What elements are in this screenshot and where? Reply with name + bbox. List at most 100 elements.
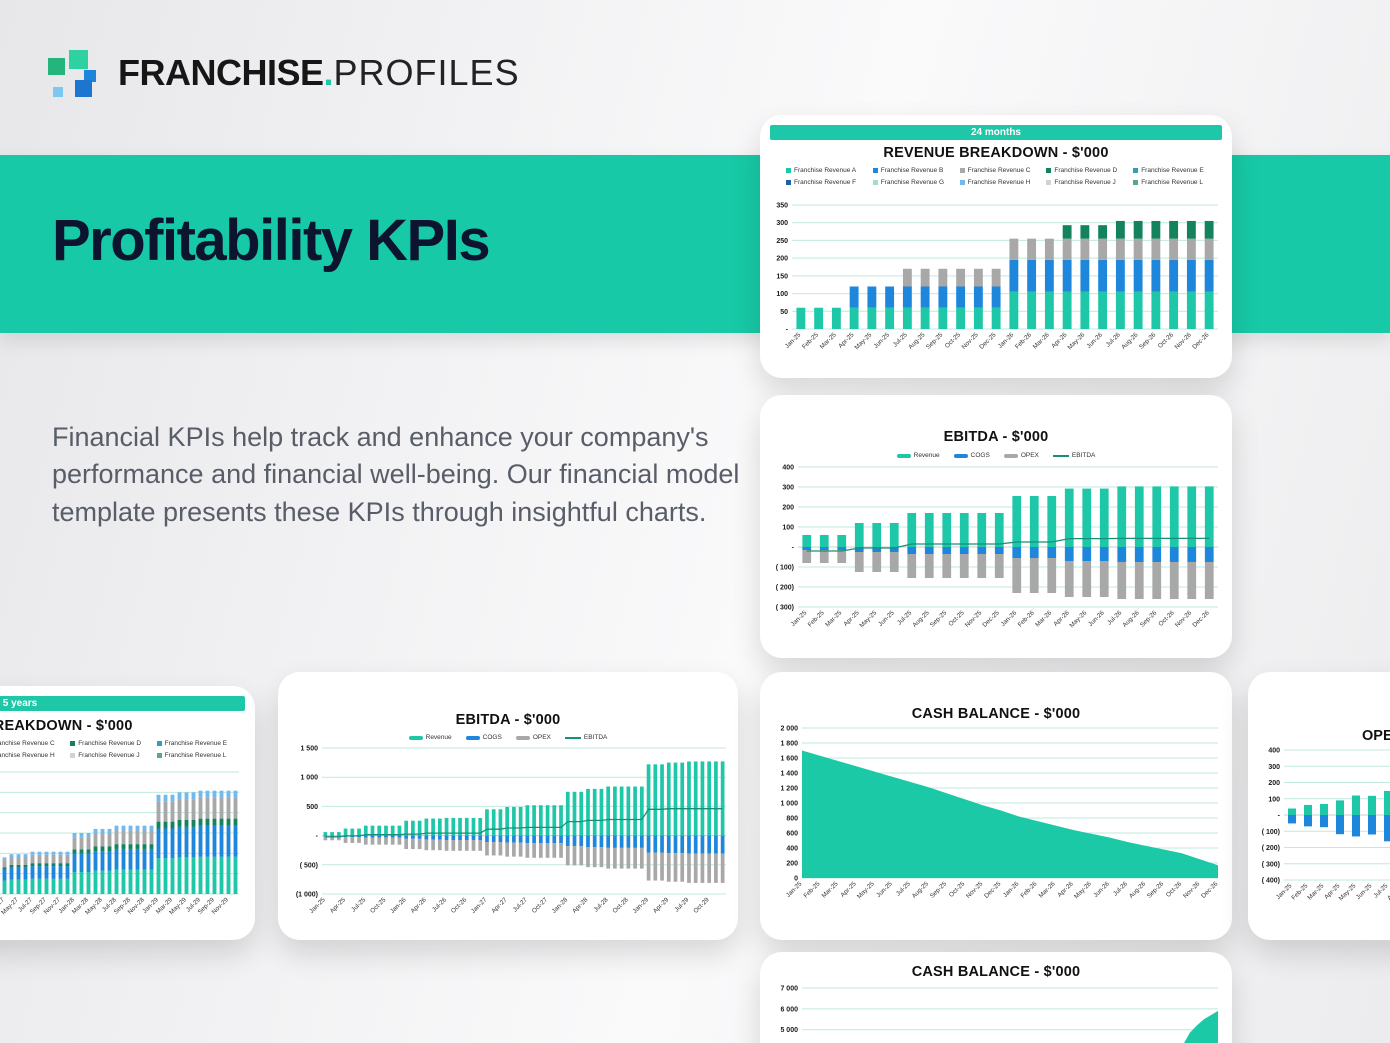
svg-text:500: 500 bbox=[306, 804, 318, 811]
svg-text:-: - bbox=[786, 327, 789, 334]
svg-text:Aug-26: Aug-26 bbox=[1121, 609, 1141, 629]
svg-text:Dec-25: Dec-25 bbox=[983, 880, 1003, 900]
svg-text:Oct-26: Oct-26 bbox=[1157, 609, 1176, 628]
chart-legend: Revenue COGS OPEX EBITDA bbox=[278, 734, 738, 741]
legend-label: OPEX bbox=[532, 734, 551, 741]
svg-text:7 000: 7 000 bbox=[780, 986, 798, 993]
legend-item: Franchise Revenue J bbox=[1046, 179, 1133, 186]
svg-text:200: 200 bbox=[786, 861, 798, 868]
svg-text:250: 250 bbox=[776, 238, 788, 245]
svg-text:-: - bbox=[1278, 813, 1281, 820]
svg-text:Jan-26: Jan-26 bbox=[389, 896, 408, 915]
legend-marker-icon bbox=[515, 735, 530, 740]
legend-item: OPEX bbox=[515, 734, 551, 741]
legend-label: Franchise Revenue C bbox=[967, 167, 1031, 174]
svg-text:( 300): ( 300) bbox=[1262, 861, 1280, 868]
chart-legend: Revenue COGS OPEX EBITDA bbox=[760, 452, 1232, 459]
legend-label: EBITDA bbox=[1071, 452, 1096, 459]
svg-text:Feb-26: Feb-26 bbox=[1017, 609, 1036, 628]
svg-text:150: 150 bbox=[776, 273, 788, 280]
brand-name-light: PROFILES bbox=[333, 52, 520, 93]
svg-text:Sep-25: Sep-25 bbox=[929, 609, 949, 629]
svg-text:Jan-25: Jan-25 bbox=[790, 609, 809, 628]
svg-text:6 000: 6 000 bbox=[780, 1006, 798, 1013]
svg-text:May-25: May-25 bbox=[858, 609, 878, 629]
svg-text:-: - bbox=[316, 833, 319, 840]
svg-text:1 000: 1 000 bbox=[300, 775, 318, 782]
svg-text:( 300): ( 300) bbox=[776, 605, 794, 612]
chart-legend: Franchise Revenue A Franchise Revenue B Fr… bbox=[786, 167, 1220, 186]
ebitda-24m-card: EBITDA - $'000 Revenue COGS OPEX EBITDA 400… bbox=[760, 395, 1232, 658]
legend-marker-icon bbox=[465, 735, 480, 740]
legend-item: Franchise Revenue E bbox=[156, 740, 243, 747]
chart-title: REVENUE BREAKDOWN - $'000 bbox=[883, 145, 1109, 161]
svg-text:Dec-26: Dec-26 bbox=[1191, 609, 1211, 629]
chart-title: EBITDA - $'000 bbox=[455, 712, 561, 728]
svg-text:Apr-28: Apr-28 bbox=[571, 896, 590, 915]
svg-text:200: 200 bbox=[782, 505, 794, 512]
svg-text:Oct-26: Oct-26 bbox=[1157, 331, 1176, 350]
svg-text:Dec-26: Dec-26 bbox=[1200, 880, 1220, 900]
legend-item: Franchise Revenue D bbox=[70, 740, 156, 747]
chart-title: REVENUE BREAKDOWN - $'000 bbox=[0, 718, 133, 734]
legend-label: Franchise Revenue C bbox=[0, 740, 55, 747]
legend-label: Franchise Revenue L bbox=[164, 752, 227, 759]
svg-text:( 200): ( 200) bbox=[776, 585, 794, 592]
svg-text:Jan-26: Jan-26 bbox=[1002, 880, 1021, 899]
revenue-breakdown-24m-chart: 350 300 250 200 150 100 50 - Jan-25 Feb-25 Mar-25 A… bbox=[766, 199, 1226, 375]
svg-text:May-26: May-26 bbox=[1068, 609, 1088, 629]
svg-text:Jun-26: Jun-26 bbox=[1085, 331, 1104, 350]
svg-text:1 600: 1 600 bbox=[780, 756, 798, 763]
legend-label: Franchise Revenue E bbox=[164, 740, 228, 747]
svg-text:Oct-27: Oct-27 bbox=[531, 896, 550, 915]
svg-text:Mar-26: Mar-26 bbox=[1034, 609, 1053, 628]
ebitda-24m-chart: 400 300 200 100-( 100)( 200)( 300) Jan-25 Feb… bbox=[766, 463, 1226, 653]
legend-label: Revenue bbox=[913, 452, 940, 459]
intro-text: Financial KPIs help track and enhance yo… bbox=[52, 422, 740, 527]
legend-label: Revenue bbox=[425, 734, 452, 741]
svg-text:Feb-25: Feb-25 bbox=[807, 609, 826, 628]
svg-text:Jun-25: Jun-25 bbox=[877, 609, 896, 628]
clipped-right-card: OPE 400 300 200 100 - ( 100) ( 200) ( 300) ( 400… bbox=[1248, 672, 1390, 940]
svg-text:Nov-25: Nov-25 bbox=[964, 609, 984, 629]
svg-text:200: 200 bbox=[776, 256, 788, 263]
legend-marker-icon bbox=[156, 741, 162, 746]
brand-dot: . bbox=[323, 52, 334, 93]
svg-text:Apr-27: Apr-27 bbox=[490, 896, 509, 915]
legend-label: Franchise Revenue H bbox=[967, 179, 1031, 186]
legend-item: Franchise Revenue L bbox=[1133, 179, 1220, 186]
svg-text:Sep-25: Sep-25 bbox=[929, 880, 949, 900]
chart-title: CASH BALANCE - $'000 bbox=[911, 964, 1081, 980]
legend-marker-icon bbox=[959, 168, 965, 173]
chart-title: EBITDA - $'000 bbox=[943, 429, 1049, 445]
legend-marker-icon bbox=[872, 180, 878, 185]
svg-text:Dec-25: Dec-25 bbox=[981, 609, 1001, 629]
legend-item: COGS bbox=[953, 452, 990, 459]
svg-text:1 500: 1 500 bbox=[300, 746, 318, 753]
svg-text:Feb-26: Feb-26 bbox=[1019, 880, 1038, 899]
svg-text:Oct-25: Oct-25 bbox=[947, 609, 966, 628]
legend-marker-icon bbox=[953, 453, 968, 458]
svg-text:Dec-25: Dec-25 bbox=[978, 331, 998, 351]
legend-label: Franchise Revenue F bbox=[794, 179, 857, 186]
legend-label: Franchise Revenue D bbox=[78, 740, 142, 747]
svg-text:Jul-29: Jul-29 bbox=[673, 896, 690, 913]
legend-item: Revenue bbox=[896, 452, 940, 459]
svg-text:Jul-28: Jul-28 bbox=[593, 896, 610, 913]
svg-text:Aug-26: Aug-26 bbox=[1128, 880, 1148, 900]
svg-text:( 100): ( 100) bbox=[1262, 829, 1280, 836]
svg-text:( 500): ( 500) bbox=[300, 862, 318, 869]
svg-text:Aug-25: Aug-25 bbox=[911, 609, 931, 629]
legend-item: Franchise Revenue E bbox=[1133, 167, 1220, 174]
svg-text:200: 200 bbox=[1268, 780, 1280, 787]
svg-text:Mar-25: Mar-25 bbox=[819, 331, 838, 350]
brand-name: FRANCHISE.PROFILES bbox=[118, 52, 520, 94]
legend-marker-icon bbox=[1133, 168, 1139, 173]
svg-text:Aug-25: Aug-25 bbox=[911, 880, 931, 900]
svg-text:-: - bbox=[792, 545, 795, 552]
legend-marker-icon bbox=[896, 453, 911, 458]
legend-marker-icon bbox=[70, 753, 76, 758]
